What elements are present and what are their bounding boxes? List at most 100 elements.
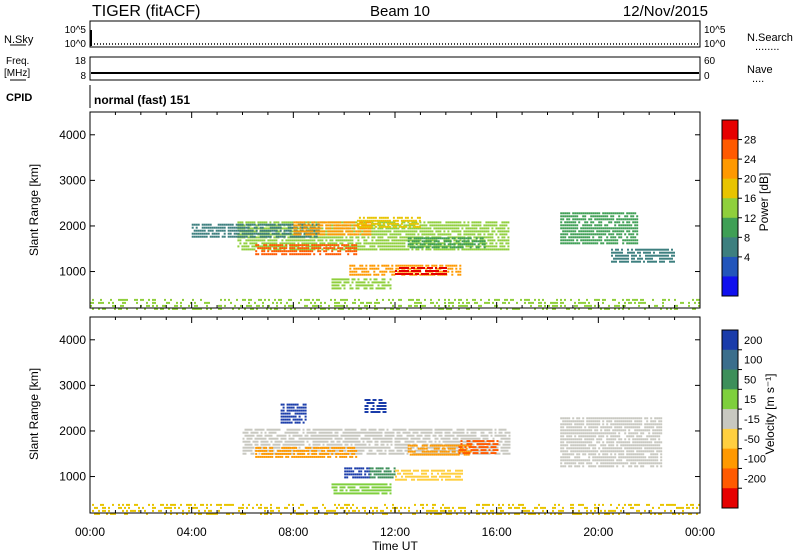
echo-cell [335, 244, 338, 247]
echo-cell [238, 307, 240, 310]
echo-cell [441, 273, 443, 275]
echo-cell [363, 281, 366, 284]
echo-cell [566, 230, 569, 233]
echo-cell [298, 446, 301, 449]
echo-cell [383, 221, 386, 224]
echo-cell [667, 251, 669, 254]
echo-cell [148, 298, 150, 301]
echo-cell [436, 428, 439, 431]
echo-cell [353, 233, 356, 236]
echo-cell [419, 239, 422, 242]
echo-cell [584, 301, 586, 304]
echo-cell [374, 219, 377, 222]
echo-cell [244, 452, 247, 455]
echo-cell [257, 446, 260, 449]
echo-cell [669, 257, 671, 260]
echo-cell [355, 267, 358, 270]
echo-cell [454, 298, 456, 301]
echo-cell [325, 247, 328, 250]
echo-cell [282, 418, 285, 421]
echo-cell [410, 434, 413, 437]
echo-cell [451, 264, 454, 267]
echo-cell [366, 411, 369, 413]
echo-cell [259, 226, 262, 229]
echo-cell [293, 221, 296, 224]
echo-cell [273, 236, 276, 239]
echo-cell [390, 452, 393, 455]
echo-cell [465, 453, 468, 456]
echo-cell [468, 428, 471, 431]
echo-cell [385, 489, 388, 492]
echo-cell [426, 431, 429, 434]
echo-cell [574, 218, 577, 221]
echo-cell [350, 437, 353, 440]
echo-cell [259, 239, 262, 242]
echo-cell [254, 301, 256, 304]
echo-cell [347, 230, 350, 233]
echo-cell [622, 304, 624, 307]
echo-cell [389, 233, 392, 236]
echo-cell [485, 221, 488, 224]
echo-cell [331, 247, 334, 250]
echo-cell [310, 307, 312, 310]
echo-cell [249, 232, 252, 235]
echo-cell [369, 233, 372, 236]
echo-cell [494, 431, 497, 434]
echo-cell [362, 431, 365, 434]
echo-cell [354, 301, 356, 304]
echo-cell [393, 473, 396, 476]
echo-cell [474, 431, 477, 434]
echo-cell [362, 449, 365, 452]
echo-cell [383, 233, 386, 236]
echo-cell [255, 232, 258, 235]
echo-cell [356, 440, 359, 443]
echo-cell [421, 273, 423, 275]
nsearch-tick-high: 10^5 [704, 25, 726, 36]
echo-cell [560, 221, 563, 224]
echo-cell [451, 224, 454, 227]
echo-cell [445, 248, 448, 251]
echo-cell [398, 434, 401, 437]
echo-cell [501, 236, 504, 239]
echo-cell [568, 218, 571, 221]
echo-cell [360, 446, 363, 449]
echo-cell [619, 260, 621, 263]
echo-cell [311, 221, 314, 224]
echo-cell [594, 218, 597, 221]
echo-cell [180, 304, 182, 307]
echo-cell [473, 243, 476, 246]
echo-cell [262, 437, 265, 440]
echo-cell [338, 428, 341, 431]
echo-cell [337, 278, 340, 281]
echo-cell [195, 229, 198, 232]
echo-cell [387, 476, 390, 479]
echo-cell [377, 233, 380, 236]
echo-cell [622, 298, 624, 301]
echo-cell [489, 245, 492, 248]
echo-cell [564, 420, 567, 423]
echo-cell [380, 431, 383, 434]
nave-tick-low: 0 [704, 71, 710, 82]
echo-cell [256, 428, 259, 431]
echo-cell [242, 437, 245, 440]
echo-cell [286, 428, 289, 431]
echo-cell [375, 233, 378, 236]
echo-cell [445, 227, 448, 230]
echo-cell [458, 449, 461, 452]
echo-cell [376, 219, 379, 222]
echo-cell [466, 307, 468, 310]
echo-cell [377, 239, 380, 242]
echo-cell [602, 233, 605, 236]
echo-cell [382, 446, 385, 449]
echo-cell [437, 248, 440, 251]
echo-cell [634, 242, 637, 245]
echo-cell [180, 301, 182, 304]
echo-cell [491, 248, 494, 251]
echo-cell [504, 440, 507, 443]
echo-cell [324, 434, 327, 437]
echo-cell [455, 236, 458, 239]
echo-cell [407, 240, 410, 243]
echo-cell [297, 242, 300, 245]
echo-cell [348, 473, 351, 476]
echo-cell [630, 239, 633, 242]
